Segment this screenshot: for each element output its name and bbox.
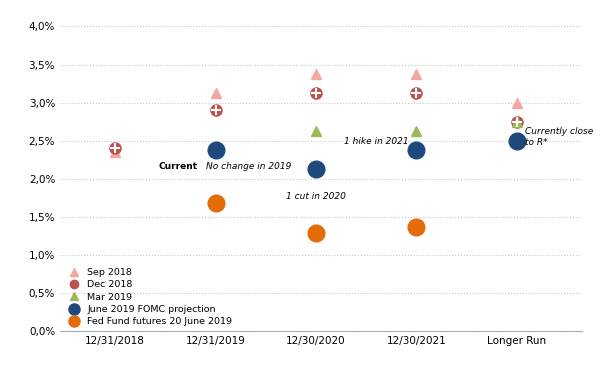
Text: Current: Current: [158, 162, 197, 171]
Legend: Sep 2018, Dec 2018, Mar 2019, June 2019 FOMC projection, Fed Fund futures 20 Jun: Sep 2018, Dec 2018, Mar 2019, June 2019 …: [65, 268, 232, 326]
Text: 1 cut in 2020: 1 cut in 2020: [286, 192, 346, 201]
Text: No change in 2019: No change in 2019: [206, 162, 291, 171]
Text: Currently close
to R*: Currently close to R*: [525, 127, 593, 147]
Text: 1 hike in 2021: 1 hike in 2021: [344, 137, 409, 146]
